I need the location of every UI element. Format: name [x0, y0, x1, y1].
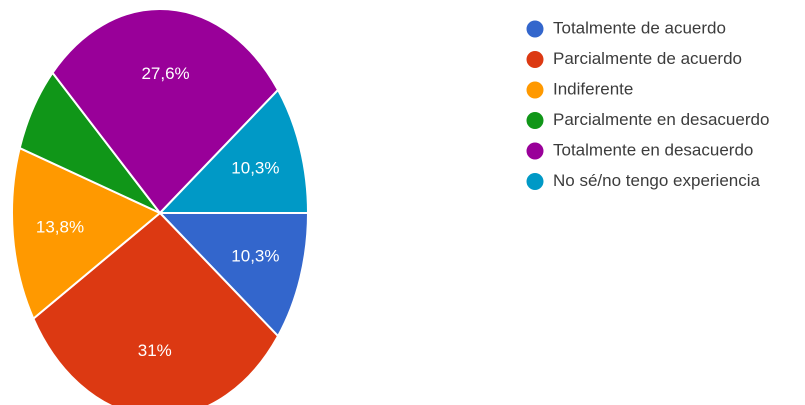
legend-item-4: Parcialmente en desacuerdo	[526, 110, 769, 129]
legend-swatch	[526, 142, 544, 160]
pie-slice-3	[11, 146, 162, 321]
pie-slice-2	[32, 211, 280, 405]
legend-label: Totalmente en desacuerdo	[553, 140, 753, 159]
legend-swatch	[526, 81, 544, 99]
pie-slice-label-1: 10,3%	[231, 247, 279, 266]
legend-label: Parcialmente de acuerdo	[553, 49, 742, 68]
legend-label: Totalmente de acuerdo	[553, 18, 726, 37]
legend-item-3: Indiferente	[526, 79, 633, 99]
legend-swatch	[526, 20, 544, 38]
pie-slice-label-2: 31%	[138, 341, 172, 360]
pie-slice-1	[157, 212, 310, 338]
pie-slice-labels: 10,3% 31% 13,8% 27,6% 10,3%	[36, 64, 280, 360]
pie-slice-6	[157, 88, 310, 214]
pie-slice-label-5: 27,6%	[141, 64, 189, 83]
legend-label: Indiferente	[553, 79, 633, 98]
legend-item-1: Totalmente de acuerdo	[526, 18, 726, 38]
pie-slices	[11, 7, 310, 405]
legend-label: No sé/no tengo experiencia	[553, 171, 761, 190]
pie-slice-5	[51, 7, 280, 215]
pie-slice-label-6: 10,3%	[231, 158, 279, 177]
pie-slice-label-3: 13,8%	[36, 218, 84, 237]
legend-item-5: Totalmente en desacuerdo	[526, 140, 753, 160]
legend-swatch	[526, 112, 544, 129]
legend-item-6: No sé/no tengo experiencia	[526, 171, 761, 190]
legend-label: Parcialmente en desacuerdo	[553, 110, 769, 129]
legend: Totalmente de acuerdo Parcialmente de acu…	[526, 18, 769, 190]
legend-item-2: Parcialmente de acuerdo	[526, 49, 742, 68]
legend-swatch	[526, 173, 544, 190]
legend-swatch	[526, 51, 544, 68]
